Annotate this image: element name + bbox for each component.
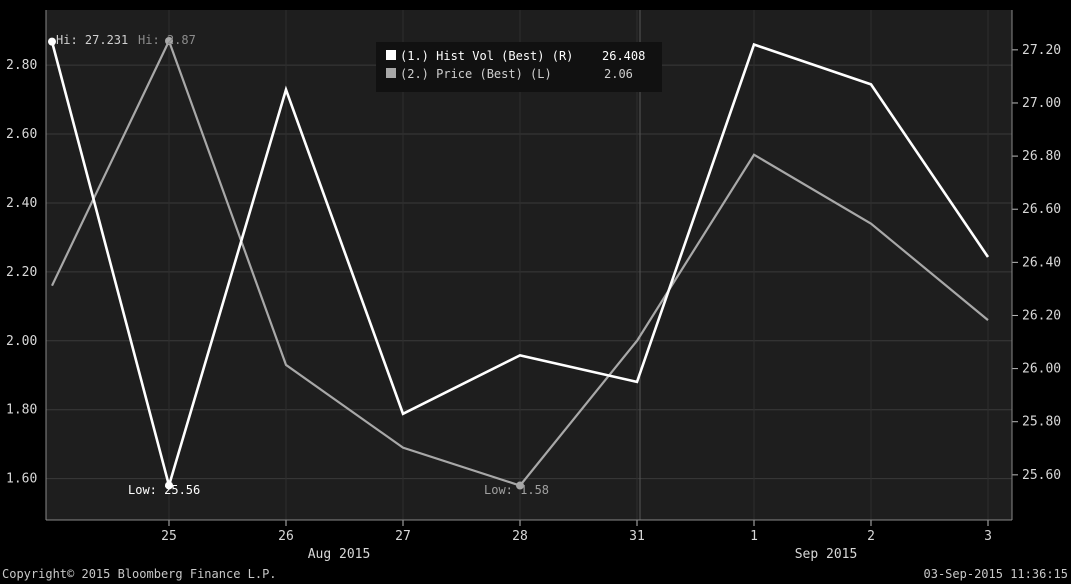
right-tick-label: 25.80 (1022, 415, 1061, 430)
axes: 1.60 1.80 2.00 2.20 2.40 2.60 2.80 25.60 25.80 26… (6, 10, 1061, 562)
x-tick-label: 28 (512, 529, 528, 544)
hi-marker (48, 37, 56, 46)
left-tick-label: 2.00 (6, 334, 37, 349)
x-tick-label: 3 (984, 529, 992, 544)
hi-label: Hi: 27.231 (56, 33, 128, 47)
right-tick-label: 26.00 (1022, 362, 1061, 377)
legend: (1.) Hist Vol (Best) (R) 26.408 (2.) Pri… (376, 42, 662, 92)
legend-value-2: 2.06 (604, 67, 633, 81)
annotations: Hi: 27.231 Hi: 2.87 Low: 25.56 Low: 1.58 (56, 33, 549, 497)
x-tick-label: 27 (395, 529, 411, 544)
timestamp-text: 03-Sep-2015 11:36:15 (924, 567, 1069, 581)
left-tick-label: 2.20 (6, 265, 37, 280)
month-label-aug: Aug 2015 (308, 547, 371, 562)
right-tick-label: 25.60 (1022, 468, 1061, 483)
left-tick-label: 2.40 (6, 196, 37, 211)
series (48, 37, 990, 491)
hi2-marker (165, 37, 173, 46)
x-tick-label: 26 (278, 529, 294, 544)
low2-label: Low: 1.58 (484, 483, 549, 497)
x-tick-label: 31 (629, 529, 645, 544)
x-tick-label: 2 (867, 529, 875, 544)
month-label-sep: Sep 2015 (795, 547, 858, 562)
legend-label-2: (2.) Price (Best) (L) (400, 67, 552, 81)
low2-marker (516, 481, 524, 490)
legend-label-1: (1.) Hist Vol (Best) (R) (400, 49, 573, 63)
left-tick-label: 1.60 (6, 472, 37, 487)
legend-swatch-1 (386, 50, 396, 60)
legend-box (376, 42, 662, 92)
hi2-label: Hi: 2.87 (138, 33, 196, 47)
left-tick-label: 2.60 (6, 127, 37, 142)
copyright-text: Copyright© 2015 Bloomberg Finance L.P. (2, 567, 277, 581)
right-tick-label: 26.60 (1022, 202, 1061, 217)
right-tick-label: 27.20 (1022, 43, 1061, 58)
plot-area (46, 10, 1012, 520)
right-tick-label: 26.20 (1022, 308, 1061, 323)
left-tick-label: 1.80 (6, 403, 37, 418)
x-tick-label: 1 (750, 529, 758, 544)
right-tick-label: 26.40 (1022, 255, 1061, 270)
legend-value-1: 26.408 (602, 49, 645, 63)
right-tick-label: 26.80 (1022, 149, 1061, 164)
left-tick-label: 2.80 (6, 58, 37, 73)
low-label: Low: 25.56 (128, 483, 200, 497)
legend-swatch-2 (386, 68, 396, 78)
x-tick-label: 25 (161, 529, 177, 544)
low-marker (165, 481, 173, 490)
series-line-hist-vol (50, 41, 990, 491)
right-tick-label: 27.00 (1022, 96, 1061, 111)
